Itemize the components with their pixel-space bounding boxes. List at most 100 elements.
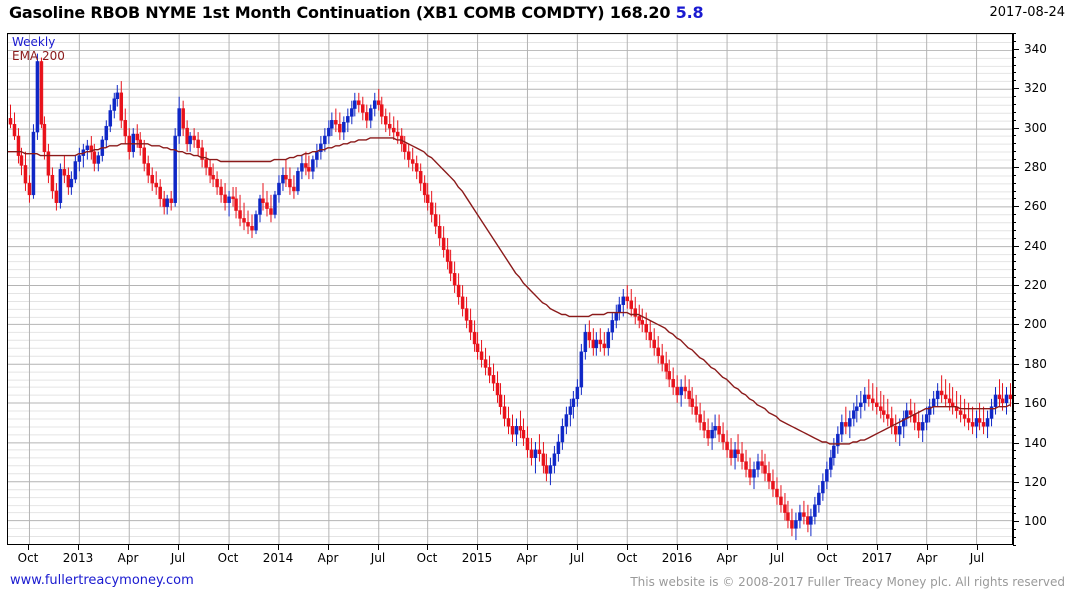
last-price: 168.20 [609,3,671,22]
x-axis-label: 2016 [661,551,693,565]
as-of-date: 2017-08-24 [989,5,1065,20]
y-axis-minor-tick [1013,348,1016,349]
y-axis-label: 120 [1024,475,1047,489]
y-axis-minor-tick [1013,545,1016,546]
y-axis-minor-tick [1013,57,1016,58]
x-axis-label: Oct [416,551,438,565]
y-axis-label: 220 [1024,278,1047,292]
y-axis-tick [1013,128,1019,129]
x-axis: Oct 2013 Apr Jul Oct 2014 Apr Jul Oct 2015 Apr Jul O… [7,545,1014,571]
y-axis-minor-tick [1013,254,1016,255]
y-axis-minor-tick [1013,238,1016,239]
y-axis-minor-tick [1013,450,1016,451]
x-axis-label: Oct [816,551,838,565]
y-axis-minor-tick [1013,80,1016,81]
y-axis-tick [1013,246,1019,247]
y-axis-minor-tick [1013,340,1016,341]
price-chart[interactable] [7,33,1013,545]
copyright-notice: This website is © 2008-2017 Fuller Treac… [630,575,1065,589]
y-axis-label: 140 [1024,436,1047,450]
y-axis-label: 260 [1024,199,1047,213]
y-axis-minor-tick [1013,143,1016,144]
x-axis-tick [977,545,978,550]
candlestick-series [8,53,1012,541]
y-axis-minor-tick [1013,269,1016,270]
x-axis-tick [328,545,329,550]
y-axis-minor-tick [1013,395,1016,396]
y-axis-minor-tick [1013,380,1016,381]
y-axis-minor-tick [1013,261,1016,262]
x-axis-label: 2013 [62,551,94,565]
x-axis-tick [927,545,928,550]
x-axis-tick [627,545,628,550]
y-axis-minor-tick [1013,183,1016,184]
y-axis-label: 320 [1024,81,1047,95]
y-axis-minor-tick [1013,293,1016,294]
y-axis-minor-tick [1013,72,1016,73]
x-axis-label: Jul [569,551,585,565]
y-axis-tick [1013,443,1019,444]
x-axis-tick [28,545,29,550]
y-axis-minor-tick [1013,277,1016,278]
y-axis-minor-tick [1013,474,1016,475]
y-axis-tick [1013,285,1019,286]
y-axis-label: 180 [1024,357,1047,371]
x-axis-label: 2015 [461,551,493,565]
x-axis-tick [178,545,179,550]
x-axis-tick [128,545,129,550]
y-axis-minor-tick [1013,198,1016,199]
x-axis-label: Apr [516,551,538,565]
y-axis-minor-tick [1013,159,1016,160]
x-axis-tick [78,545,79,550]
x-axis-tick [577,545,578,550]
y-axis-tick [1013,49,1019,50]
y-axis-minor-tick [1013,332,1016,333]
x-axis-label: Jul [370,551,386,565]
x-axis-label: Apr [916,551,938,565]
y-axis-minor-tick [1013,529,1016,530]
y-axis-minor-tick [1013,387,1016,388]
y-axis-minor-tick [1013,191,1016,192]
y-axis-label: 300 [1024,121,1047,135]
y-axis-tick [1013,403,1019,404]
y-axis-label: 340 [1024,42,1047,56]
y-axis-minor-tick [1013,222,1016,223]
y-axis-minor-tick [1013,506,1016,507]
y-axis-minor-tick [1013,112,1016,113]
y-axis-minor-tick [1013,151,1016,152]
x-axis-tick [378,545,379,550]
x-axis-tick [877,545,878,550]
x-axis-tick [527,545,528,550]
y-axis-tick [1013,167,1019,168]
y-axis-tick [1013,521,1019,522]
x-axis-label: Oct [616,551,638,565]
y-axis-minor-tick [1013,301,1016,302]
site-url[interactable]: www.fullertreacymoney.com [10,573,194,588]
y-axis-minor-tick [1013,135,1016,136]
y-axis-tick [1013,324,1019,325]
y-axis-minor-tick [1013,41,1016,42]
x-axis-tick [228,545,229,550]
y-axis-minor-tick [1013,427,1016,428]
x-axis-tick [427,545,428,550]
y-axis-label: 240 [1024,239,1047,253]
y-axis-tick [1013,482,1019,483]
y-axis-minor-tick [1013,96,1016,97]
y-axis-minor-tick [1013,498,1016,499]
chart-canvas [8,34,1012,544]
y-axis-minor-tick [1013,490,1016,491]
y-axis-tick [1013,364,1019,365]
x-axis-label: 2017 [861,551,893,565]
x-axis-label: Jul [969,551,985,565]
grid-minor [8,34,1012,538]
x-axis-tick [777,545,778,550]
page-title: Gasoline RBOB NYME 1st Month Continuatio… [9,3,704,22]
y-axis-minor-tick [1013,230,1016,231]
chart-header: Gasoline RBOB NYME 1st Month Continuatio… [0,0,1075,28]
y-axis-label: 280 [1024,160,1047,174]
y-axis-minor-tick [1013,120,1016,121]
y-axis-label: 200 [1024,317,1047,331]
y-axis-minor-tick [1013,356,1016,357]
y-axis-minor-tick [1013,175,1016,176]
